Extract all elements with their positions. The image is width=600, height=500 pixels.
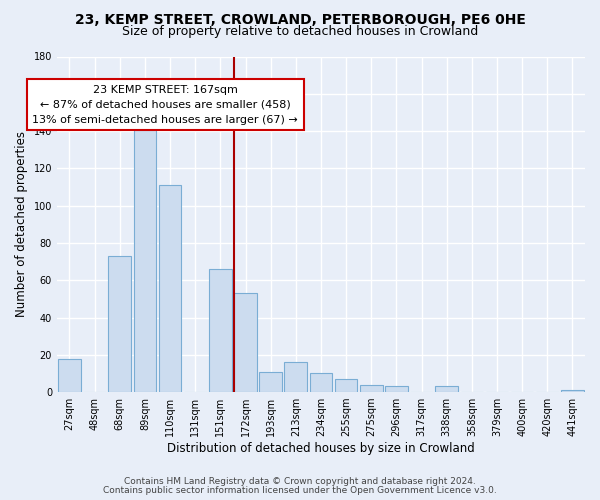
Bar [109, 256, 131, 392]
Bar [134, 112, 156, 392]
Bar [385, 386, 408, 392]
Bar [335, 379, 358, 392]
Bar [310, 374, 332, 392]
Bar [259, 372, 282, 392]
Text: Contains public sector information licensed under the Open Government Licence v3: Contains public sector information licen… [103, 486, 497, 495]
Bar [159, 185, 181, 392]
Text: 23 KEMP STREET: 167sqm
← 87% of detached houses are smaller (458)
13% of semi-de: 23 KEMP STREET: 167sqm ← 87% of detached… [32, 85, 298, 124]
Text: 23, KEMP STREET, CROWLAND, PETERBOROUGH, PE6 0HE: 23, KEMP STREET, CROWLAND, PETERBOROUGH,… [74, 12, 526, 26]
Bar [209, 269, 232, 392]
Bar [436, 386, 458, 392]
Bar [58, 358, 81, 392]
Y-axis label: Number of detached properties: Number of detached properties [15, 132, 28, 318]
X-axis label: Distribution of detached houses by size in Crowland: Distribution of detached houses by size … [167, 442, 475, 455]
Bar [360, 384, 383, 392]
Bar [561, 390, 584, 392]
Bar [234, 294, 257, 392]
Text: Size of property relative to detached houses in Crowland: Size of property relative to detached ho… [122, 25, 478, 38]
Text: Contains HM Land Registry data © Crown copyright and database right 2024.: Contains HM Land Registry data © Crown c… [124, 477, 476, 486]
Bar [284, 362, 307, 392]
